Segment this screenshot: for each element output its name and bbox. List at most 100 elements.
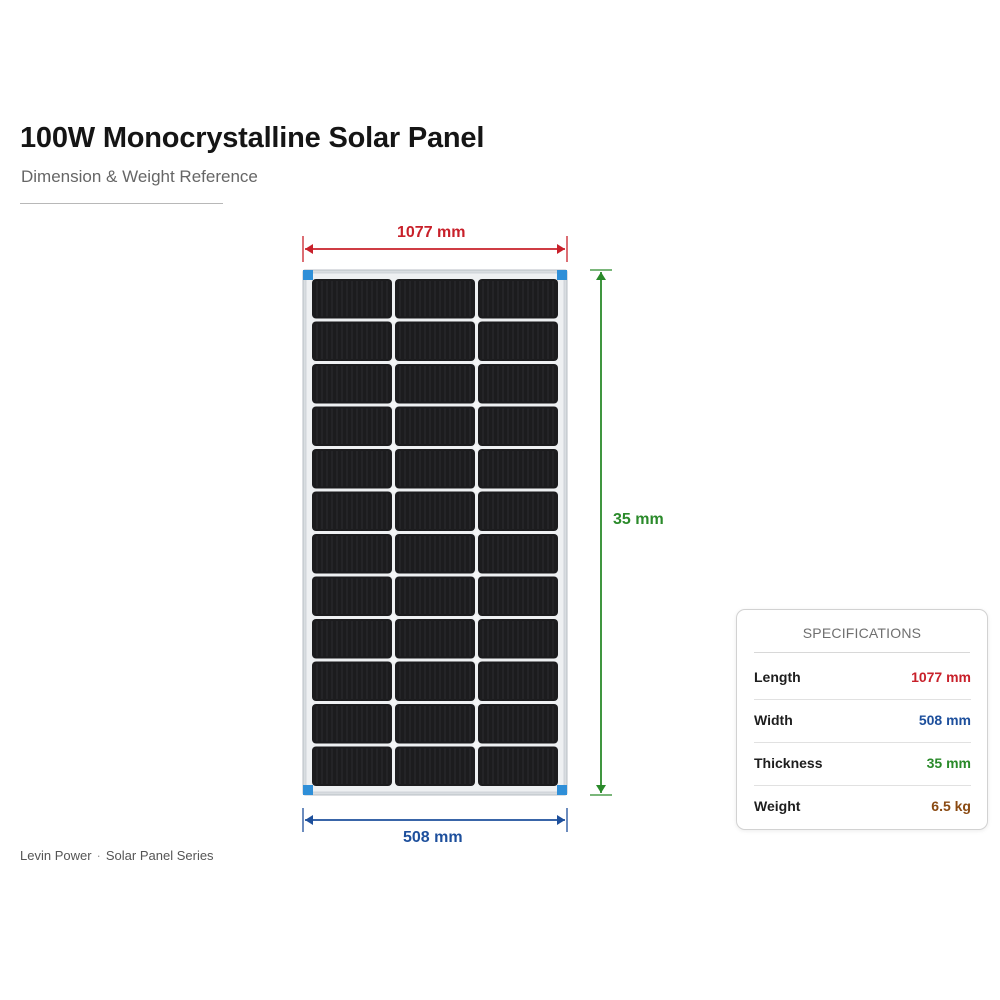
solar-cell [395,491,475,531]
arrow-head [305,244,313,254]
thickness-dimension-label: 35 mm [613,511,664,528]
solar-cell [395,746,475,786]
corner-bracket [303,270,313,280]
solar-cell [395,534,475,574]
width-dimension-arrow [302,808,568,832]
specifications-divider [754,652,970,653]
solar-cell [312,534,392,574]
solar-cell [478,704,558,744]
spec-label: Length [754,669,801,685]
cell-corner-gap [473,699,480,706]
cell-corner-gap [390,316,397,324]
cell-corner-gap [473,571,480,579]
row-divider [754,742,971,743]
cell-corner-gap [390,444,397,451]
cell-corner-gap [390,656,397,664]
thickness-dimension-arrow [590,269,612,796]
spec-value: 6.5 kg [931,798,971,814]
cell-corner-gap [390,741,397,749]
page-subtitle: Dimension & Weight Reference [21,167,258,186]
spec-label: Width [754,712,793,728]
arrow-head [557,244,565,254]
cell-corner-gap [473,316,480,324]
cell-corner-gap [473,656,480,664]
solar-cell [395,364,475,404]
dimension-arrows [302,236,612,832]
solar-cell [478,534,558,574]
solar-cell [395,576,475,616]
solar-cell [312,406,392,446]
footer-separator: · [96,848,101,863]
cell-corner-gap [473,529,480,536]
solar-cell [395,704,475,744]
solar-cell [312,704,392,744]
cell-corner-gap [473,401,480,409]
spec-label: Thickness [754,755,823,771]
cell-corner-gap [390,359,397,366]
cell-corner-gap [390,699,397,706]
footer: Levin Power · Solar Panel Series [20,848,214,863]
cell-corner-gap [390,486,397,494]
panel-cells [312,279,558,786]
cell-corner-gap [473,486,480,494]
spec-row-length: Length 1077 mm [754,657,971,700]
corner-bracket [557,785,567,795]
row-divider [754,699,971,700]
page-title: 100W Monocrystalline Solar Panel [20,122,485,154]
cell-corner-gap [390,529,397,536]
arrow-head [596,785,606,793]
solar-cell [478,491,558,531]
solar-cell [478,619,558,659]
spec-value: 1077 mm [911,669,971,685]
solar-cell [312,746,392,786]
cell-corner-gap [390,614,397,621]
solar-cell [312,449,392,489]
row-divider [754,785,971,786]
solar-cell [395,279,475,319]
cell-corner-gap [390,401,397,409]
solar-cell [395,619,475,659]
spec-label: Weight [754,798,801,814]
spec-value: 508 mm [918,712,971,728]
solar-cell [478,279,558,319]
footer-brand: Levin Power [20,848,92,863]
solar-cell [395,449,475,489]
corner-bracket [557,270,567,280]
solar-cell [312,364,392,404]
specifications-heading: SPECIFICATIONS [802,625,922,641]
solar-cell [312,619,392,659]
arrow-head [596,272,606,280]
solar-cell [478,661,558,701]
cell-corner-gap [473,359,480,366]
solar-cell [312,576,392,616]
solar-cell [478,449,558,489]
width-dimension-label: 508 mm [403,829,463,846]
solar-cell [312,491,392,531]
cell-corner-gap [473,741,480,749]
specifications-card: SPECIFICATIONS Length 1077 mm Width 508 … [736,609,988,830]
spec-row-thickness: Thickness 35 mm [754,743,971,786]
length-dimension-label: 1077 mm [397,224,466,241]
solar-cell [312,661,392,701]
cell-corner-gap [473,444,480,451]
solar-cell [395,661,475,701]
footer-series: Solar Panel Series [105,848,214,863]
solar-cell [478,321,558,361]
solar-cell [312,321,392,361]
solar-cell [478,406,558,446]
solar-cell [478,364,558,404]
spec-row-width: Width 508 mm [754,700,971,743]
spec-value: 35 mm [926,755,971,771]
solar-cell [312,279,392,319]
solar-cell [395,321,475,361]
cell-corner-gap [473,614,480,621]
spec-row-weight: Weight 6.5 kg [754,786,971,829]
solar-cell [478,576,558,616]
title-divider [20,203,223,204]
solar-cell [478,746,558,786]
arrow-head [557,815,565,825]
corner-bracket [303,785,313,795]
solar-cell [395,406,475,446]
arrow-head [305,815,313,825]
